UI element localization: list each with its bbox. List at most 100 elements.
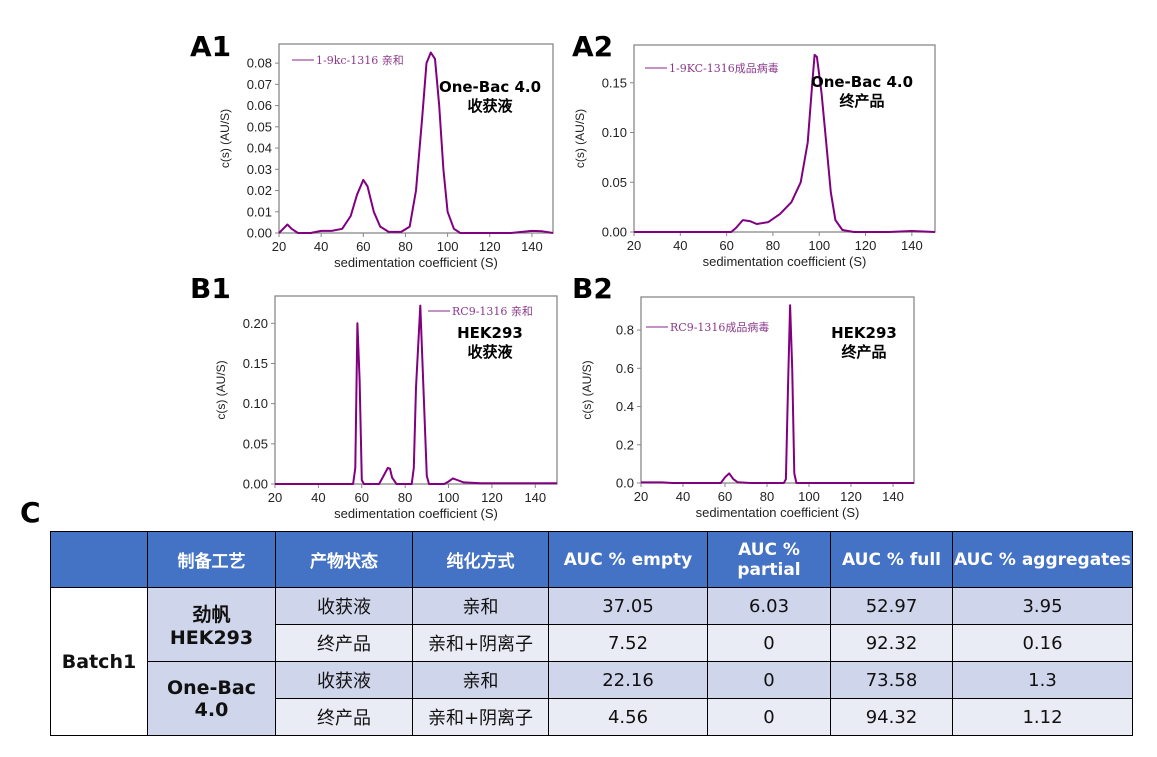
empty-cell: 22.16 <box>548 661 708 699</box>
chart-annotation: HEK293 <box>831 324 897 342</box>
header-cell: 纯化方式 <box>412 531 549 588</box>
header-cell: AUC % partial <box>707 531 831 588</box>
chart-annotation: 终产品 <box>839 92 884 110</box>
y-tick-label: 0.04 <box>247 141 272 156</box>
y-tick-label: 0.0 <box>616 476 634 491</box>
y-tick-label: 0.08 <box>247 56 272 71</box>
y-tick-label: 0.06 <box>247 98 272 113</box>
legend-label: 1-9KC-1316成品病毒 <box>669 61 779 75</box>
legend-label: RC9-1316成品病毒 <box>670 320 769 334</box>
x-tick-label: 80 <box>398 239 412 254</box>
y-tick-label: 0.05 <box>602 175 627 190</box>
y-tick-label: 0.4 <box>616 399 634 414</box>
x-tick-label: 120 <box>479 239 501 254</box>
aggregates-cell: 3.95 <box>952 587 1133 625</box>
x-tick-label: 140 <box>901 238 923 253</box>
x-tick-label: 100 <box>798 489 820 504</box>
chart-annotation: HEK293 <box>457 324 523 342</box>
partial-cell: 0 <box>707 698 831 736</box>
x-tick-label: 40 <box>673 238 687 253</box>
y-axis-label: c(s) (AU/S) <box>580 360 594 419</box>
y-tick-label: 0.6 <box>616 361 634 376</box>
x-tick-label: 120 <box>840 489 862 504</box>
x-axis-label: sedimentation coefficient (S) <box>703 254 867 269</box>
header-cell <box>50 531 148 588</box>
x-axis-label: sedimentation coefficient (S) <box>334 255 498 270</box>
series-line <box>634 53 936 233</box>
plot-frame <box>278 43 554 234</box>
x-tick-label: 80 <box>398 490 412 505</box>
aggregates-cell: 1.12 <box>952 698 1133 736</box>
x-tick-label: 60 <box>355 490 369 505</box>
y-tick-label: 0.00 <box>247 226 272 241</box>
y-tick-label: 0.10 <box>602 125 627 140</box>
y-tick-label: 0.05 <box>247 119 272 134</box>
x-tick-label: 20 <box>268 490 282 505</box>
header-cell: AUC % empty <box>548 531 708 588</box>
plot-frame <box>274 295 558 485</box>
legend-label: 1-9kc-1316 亲和 <box>316 53 404 67</box>
full-cell: 94.32 <box>830 698 953 736</box>
x-axis-label: sedimentation coefficient (S) <box>334 506 498 521</box>
y-tick-label: 0.10 <box>243 396 268 411</box>
x-tick-label: 140 <box>524 490 546 505</box>
table-header-row: 制备工艺 产物状态 纯化方式 AUC % empty AUC % partial… <box>50 531 1133 588</box>
y-tick-label: 0.15 <box>243 356 268 371</box>
x-tick-label: 120 <box>481 490 503 505</box>
state-cell: 收获液 <box>275 587 413 625</box>
empty-cell: 4.56 <box>548 698 708 736</box>
x-tick-label: 40 <box>311 490 325 505</box>
y-tick-label: 0.15 <box>602 75 627 90</box>
partial-cell: 6.03 <box>707 587 831 625</box>
y-tick-label: 0.2 <box>616 437 634 452</box>
state-cell: 终产品 <box>275 624 413 662</box>
x-tick-label: 100 <box>437 239 459 254</box>
x-tick-label: 60 <box>719 238 733 253</box>
panel-label: A1 <box>190 30 231 63</box>
y-tick-label: 0.8 <box>616 323 634 338</box>
table-row: One-Bac 4.0 收获液 亲和 22.16 0 73.58 1.3 <box>50 661 1133 736</box>
x-tick-label: 100 <box>808 238 830 253</box>
header-cell: AUC % aggregates <box>952 531 1133 588</box>
x-tick-label: 60 <box>356 239 370 254</box>
y-tick-label: 0.00 <box>602 225 627 240</box>
header-cell: AUC % full <box>830 531 953 588</box>
x-tick-label: 60 <box>718 489 732 504</box>
state-cell: 终产品 <box>275 698 413 736</box>
x-tick-label: 20 <box>272 239 286 254</box>
empty-cell: 7.52 <box>548 624 708 662</box>
chart-annotation: 收获液 <box>467 97 513 115</box>
legend-label: RC9-1316 亲和 <box>452 304 533 318</box>
chart-annotation: One-Bac 4.0 <box>439 78 541 96</box>
series-line <box>278 51 554 234</box>
series-line <box>641 304 914 484</box>
table-row: Batch1 劲帆 HEK293 收获液 亲和 37.05 6.03 52.97… <box>50 587 1133 736</box>
y-axis-label: c(s) (AU/S) <box>214 360 228 419</box>
empty-cell: 37.05 <box>548 587 708 625</box>
y-tick-label: 0.03 <box>247 162 272 177</box>
y-axis-label: c(s) (AU/S) <box>218 109 232 168</box>
x-tick-label: 20 <box>634 489 648 504</box>
panel-label: A2 <box>572 30 613 63</box>
series-line <box>275 304 557 485</box>
full-cell: 52.97 <box>830 587 953 625</box>
full-cell: 92.32 <box>830 624 953 662</box>
purification-cell: 亲和 <box>412 587 549 625</box>
purification-cell: 亲和 <box>412 661 549 699</box>
batch-cell: Batch1 <box>50 587 148 736</box>
y-axis-label: c(s) (AU/S) <box>573 109 587 168</box>
header-cell: 制备工艺 <box>147 531 276 588</box>
panel-label: B1 <box>190 272 231 305</box>
x-tick-label: 120 <box>855 238 877 253</box>
full-cell: 73.58 <box>830 661 953 699</box>
x-tick-label: 20 <box>627 238 641 253</box>
purification-cell: 亲和+阴离子 <box>412 698 549 736</box>
chart-annotation: 收获液 <box>467 343 513 361</box>
x-tick-label: 140 <box>521 239 543 254</box>
x-tick-label: 80 <box>760 489 774 504</box>
x-tick-label: 40 <box>314 239 328 254</box>
aggregates-cell: 1.3 <box>952 661 1133 699</box>
x-tick-label: 100 <box>438 490 460 505</box>
partial-cell: 0 <box>707 661 831 699</box>
plot-frame <box>640 296 915 484</box>
